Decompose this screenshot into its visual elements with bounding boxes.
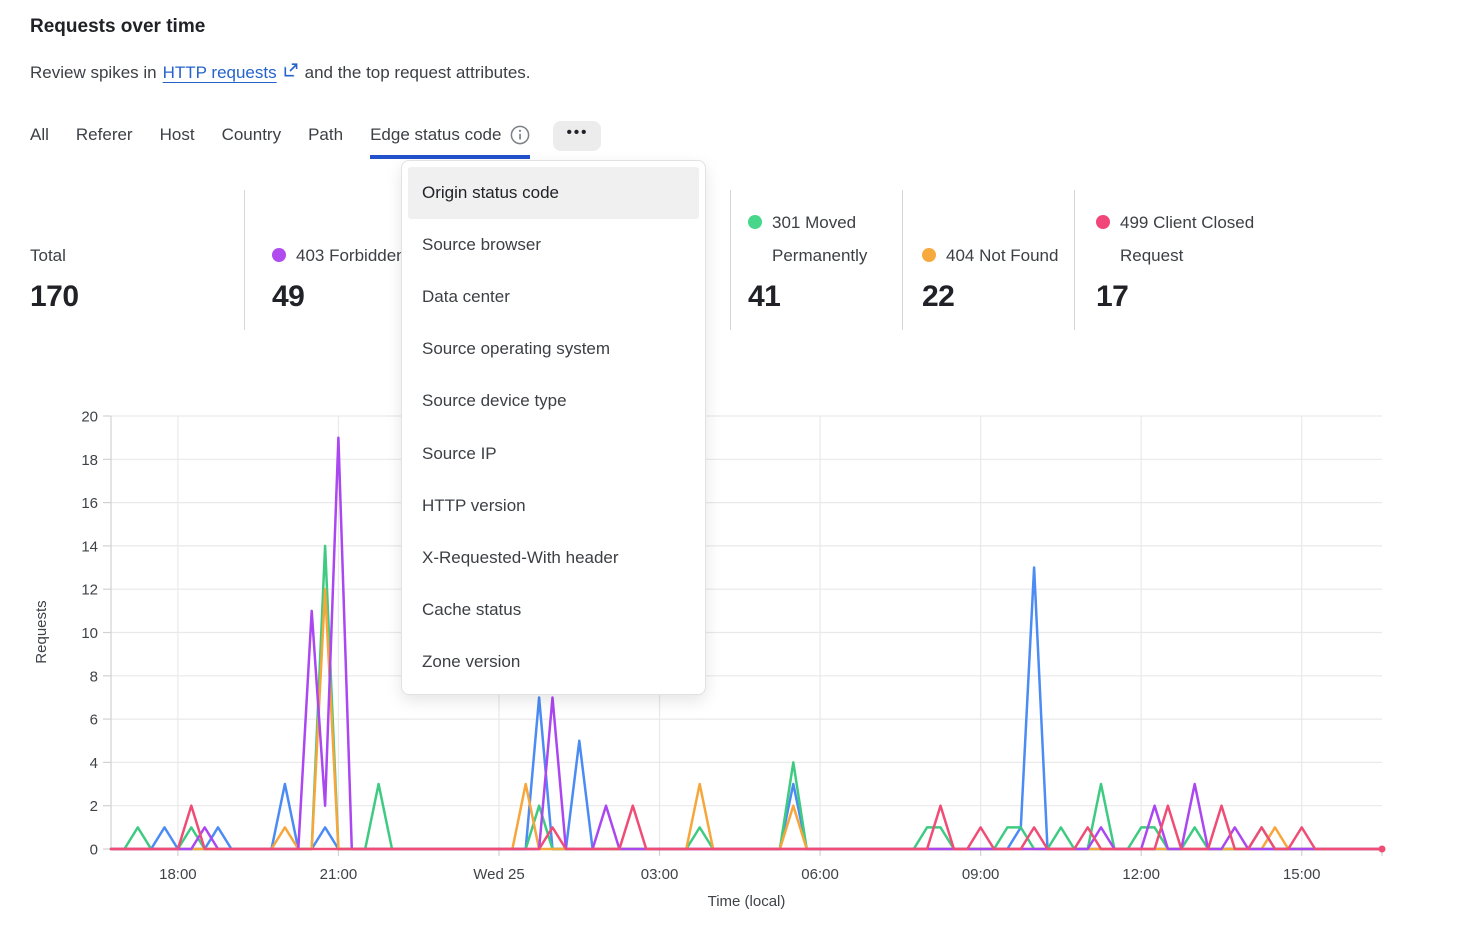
tab-all[interactable]: All: [30, 119, 49, 159]
x-tick-label: 21:00: [320, 866, 358, 883]
x-tick-label: 09:00: [962, 866, 1000, 883]
y-tick-label: 12: [81, 582, 98, 599]
menu-item-x-requested-with-header[interactable]: X-Requested-With header: [422, 547, 619, 567]
stats-divider: [902, 190, 903, 330]
stat-label-text: Total: [30, 246, 66, 265]
stat-value: 17: [1096, 280, 1129, 313]
stat-label-text: 404 Not Found: [946, 246, 1059, 265]
legend-dot-404-not-found: [922, 248, 936, 262]
menu-item-zone-version[interactable]: Zone version: [422, 651, 521, 671]
tab-label: Path: [308, 125, 344, 144]
subtitle-prefix: Review spikes in: [30, 62, 157, 82]
menu-item-source-operating-system[interactable]: Source operating system: [422, 339, 611, 359]
menu-item-source-ip[interactable]: Source IP: [422, 443, 497, 463]
subtitle: Review spikes in HTTP requests and the t…: [30, 62, 531, 83]
menu-item-origin-status-code[interactable]: Origin status code: [408, 167, 699, 220]
tab-label: Host: [159, 125, 195, 144]
x-tick-label: 06:00: [801, 866, 839, 883]
stat-label-text: 403 Forbidden: [296, 246, 406, 265]
legend-dot-301-moved-permanently: [748, 215, 762, 229]
stat-label-text: 499 Client Closed Request: [1120, 213, 1255, 265]
ellipsis-icon: •••: [566, 124, 589, 141]
attribute-tabs: All Referer Host Country Path Edge status cod…: [30, 119, 602, 159]
tab-path[interactable]: Path: [308, 119, 343, 159]
x-axis-label: Time (local): [708, 893, 786, 910]
requests-chart[interactable]: 0 2 4 6 8 10 12 14 16 18 20 18:00 21:00 Wed 25 03:00 06…: [0, 395, 1458, 940]
stat-499-client-closed-request[interactable]: 499 Client Closed Request 17: [1096, 190, 1276, 330]
http-requests-link[interactable]: HTTP requests: [162, 62, 277, 82]
y-tick-label: 14: [81, 538, 98, 555]
stat-301-moved-permanently[interactable]: 301 Moved Permanently 41: [748, 190, 898, 330]
stat-value: 49: [272, 280, 305, 313]
menu-item-cache-status[interactable]: Cache status: [422, 599, 522, 619]
attribute-dropdown-menu: Origin status code Source browser Data cen…: [401, 160, 706, 695]
tab-country[interactable]: Country: [222, 119, 282, 159]
menu-item-data-center[interactable]: Data center: [422, 287, 510, 307]
menu-item-http-version[interactable]: HTTP version: [422, 495, 526, 515]
y-tick-label: 20: [81, 409, 98, 426]
y-tick-label: 10: [81, 625, 98, 642]
stat-value: 41: [748, 280, 781, 313]
stat-value: 22: [922, 280, 955, 313]
y-tick-label: 8: [90, 668, 98, 685]
y-tick-label: 0: [90, 842, 98, 859]
info-icon[interactable]: [510, 125, 530, 145]
stat-403-forbidden[interactable]: 403 Forbidden 49: [272, 190, 472, 330]
y-tick-label: 18: [81, 452, 98, 469]
series-line-403-forbidden: [109, 436, 1384, 851]
tab-edge-status-code[interactable]: Edge status code: [370, 119, 531, 159]
y-tick-label: 2: [90, 798, 98, 815]
stat-label: 301 Moved Permanently: [748, 206, 898, 272]
tab-referer[interactable]: Referer: [76, 119, 133, 159]
tab-label: Country: [221, 125, 282, 144]
tab-label: Edge status code: [370, 125, 502, 144]
x-tick-label: 18:00: [159, 866, 197, 883]
stats-divider: [730, 190, 731, 330]
legend-dot-499-client-closed-request: [1096, 215, 1110, 229]
y-tick-label: 16: [81, 495, 98, 512]
stats-divider: [244, 190, 245, 330]
chart-series: [109, 436, 1386, 853]
stat-404-not-found[interactable]: 404 Not Found 22: [922, 190, 1082, 330]
page-title: Requests over time: [30, 16, 206, 37]
stat-label: 499 Client Closed Request: [1096, 206, 1276, 272]
stat-label-text: 301 Moved Permanently: [772, 213, 868, 265]
external-link-icon: [283, 62, 299, 83]
stat-label: 403 Forbidden: [272, 239, 472, 272]
x-tick-label: 03:00: [641, 866, 679, 883]
x-tick-label: Wed 25: [473, 866, 524, 883]
stat-label: Total: [30, 239, 230, 272]
stats-divider: [1074, 190, 1075, 330]
menu-item-source-device-type[interactable]: Source device type: [422, 391, 567, 411]
x-tick-label: 12:00: [1122, 866, 1160, 883]
y-tick-label: 6: [90, 712, 98, 729]
series-line-499-client-closed-request: [109, 804, 1384, 851]
stat-label: 404 Not Found: [922, 239, 1082, 272]
y-tick-label: 4: [90, 755, 98, 772]
series-end-dot-499-client-closed-request: [1378, 845, 1386, 853]
x-tick-label: 15:00: [1283, 866, 1321, 883]
y-axis-label: Requests: [33, 600, 50, 663]
stat-total[interactable]: Total 170: [30, 190, 230, 330]
subtitle-suffix: and the top request attributes.: [304, 62, 531, 82]
tab-label: All: [30, 125, 49, 144]
chart-axes: 0 2 4 6 8 10 12 14 16 18 20 18:00 21:00 Wed 25 03:00 06…: [33, 409, 1383, 910]
stats-row: Total 170 403 Forbidden 49 301 Moved Permane…: [0, 190, 1458, 330]
stat-value: 170: [30, 280, 79, 313]
menu-item-source-browser[interactable]: Source browser: [422, 235, 542, 255]
legend-dot-403-forbidden: [272, 248, 286, 262]
more-attributes-button[interactable]: •••: [553, 121, 602, 151]
tab-label: Referer: [75, 125, 133, 144]
tab-host[interactable]: Host: [160, 119, 195, 159]
